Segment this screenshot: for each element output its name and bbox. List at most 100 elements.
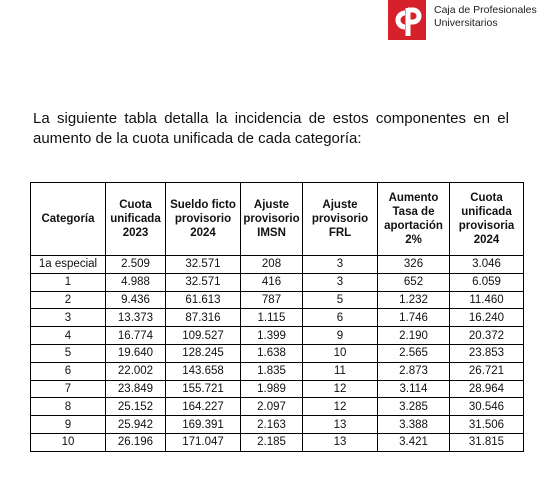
table-cell: 10 (302, 343, 378, 363)
table-cell: 9 (30, 415, 106, 434)
table-cell: 30.546 (449, 397, 524, 417)
table-cell: 61.613 (165, 290, 241, 310)
column-header: Cuota unificada 2023 (105, 182, 166, 256)
intro-text: La siguiente tabla detalla la incidencia… (33, 110, 509, 147)
column-header: Categoría (30, 182, 106, 256)
table-cell: 23.849 (105, 379, 166, 399)
table-cell: 3.114 (377, 379, 450, 399)
table-cell: 5 (30, 343, 106, 363)
table-cell: 787 (240, 290, 303, 310)
header-line: Aumento (388, 192, 439, 204)
brand-line: Universitarios (434, 17, 498, 29)
brand-line: Caja de Profesionales (434, 4, 537, 16)
table-row: 4 16.774 109.527 1.399 9 2.190 20.372 (30, 326, 524, 345)
table-cell: 164.227 (165, 397, 241, 417)
table-cell: 11.460 (449, 290, 524, 310)
table-cell: 11 (302, 361, 378, 381)
table-cell: 28.964 (449, 379, 524, 399)
table-cell: 1.835 (240, 361, 303, 381)
table-cell: 1.232 (377, 290, 450, 310)
table-cell: 3 (30, 308, 106, 328)
table-cell: 5 (302, 290, 378, 310)
table-row: 5 19.640 128.245 1.638 10 2.565 23.853 (30, 343, 524, 363)
column-header: Cuota unificada provisoria 2024 (449, 182, 524, 256)
table-cell: 9 (302, 326, 378, 345)
header-line: provisorio (311, 213, 369, 225)
column-header: Ajuste provisorio IMSN (240, 182, 303, 256)
header-line: provisoria (458, 220, 515, 232)
table-cell: 2.185 (240, 432, 303, 452)
table-cell: 128.245 (165, 343, 241, 363)
table-row: 9 25.942 169.391 2.163 13 3.388 31.506 (30, 415, 524, 434)
table-cell: 9.436 (105, 290, 166, 310)
table-body: 1a especial 2.509 32.571 208 3 326 3.046 1 4.988… (30, 255, 524, 452)
table-cell: 31.815 (449, 432, 524, 452)
header-line: provisorio (243, 213, 300, 225)
table-row: 7 23.849 155.721 1.989 12 3.114 28.964 (30, 379, 524, 399)
table-cell: 3 (302, 255, 378, 274)
table-cell: 2.509 (105, 255, 166, 274)
column-header: Sueldo ficto provisorio 2024 (165, 182, 241, 256)
table-row: 1a especial 2.509 32.571 208 3 326 3.046 (30, 255, 524, 274)
table-cell: 7 (30, 379, 106, 399)
header-line: provisorio (174, 213, 232, 225)
table-row: 8 25.152 164.227 2.097 12 3.285 30.546 (30, 397, 524, 417)
table-cell: 32.571 (165, 272, 241, 292)
header-line: 2023 (122, 227, 149, 239)
table-cell: 31.506 (449, 415, 524, 434)
table-cell: 652 (377, 272, 450, 292)
table-cell: 3 (302, 272, 378, 292)
table: Categoría Cuota unificada 2023 Sueldo ficto p… (30, 182, 524, 452)
header-line: Cuota (119, 199, 152, 211)
header-line: Ajuste (253, 199, 290, 211)
table-cell: 2 (30, 290, 106, 310)
table-cell: 6.059 (449, 272, 524, 292)
table-cell: 22.002 (105, 361, 166, 381)
header-line: 2% (405, 234, 422, 246)
table-cell: 10 (30, 432, 106, 452)
table-cell: 13 (302, 432, 378, 452)
table-row: 3 13.373 87.316 1.115 6 1.746 16.240 (30, 308, 524, 328)
table-cell: 16.774 (105, 326, 166, 345)
table-cell: 3.388 (377, 415, 450, 434)
table-cell: 19.640 (105, 343, 166, 363)
table-cell: 25.152 (105, 397, 166, 417)
header-line: Tasa de (392, 206, 435, 218)
header-line: Sueldo ficto (170, 199, 236, 211)
header-row: Categoría Cuota unificada 2023 Sueldo ficto p… (30, 182, 524, 256)
table-cell: 26.721 (449, 361, 524, 381)
header-line: 2024 (473, 234, 500, 246)
table-cell: 12 (302, 379, 378, 399)
header-line: unificada (110, 213, 161, 225)
table-cell: 1a especial (30, 255, 106, 274)
header-line: Categoría (41, 213, 95, 225)
header-line: unificada (461, 206, 512, 218)
table-cell: 143.658 (165, 361, 241, 381)
table-cell: 3.046 (449, 255, 524, 274)
table-cell: 1.115 (240, 308, 303, 328)
table-cell: 169.391 (165, 415, 241, 434)
table-cell: 1.399 (240, 326, 303, 345)
header-line: 2024 (190, 227, 216, 239)
table-cell: 3.285 (377, 397, 450, 417)
table-cell: 6 (302, 308, 378, 328)
table-cell: 25.942 (105, 415, 166, 434)
table-cell: 2.190 (377, 326, 450, 345)
table-cell: 155.721 (165, 379, 241, 399)
header-line: IMSN (257, 227, 286, 239)
header-line: aportación (384, 220, 443, 232)
table-cell: 2.163 (240, 415, 303, 434)
table-cell: 1 (30, 272, 106, 292)
table-cell: 8 (30, 397, 106, 417)
table-cell: 171.047 (165, 432, 241, 452)
table-cell: 1.746 (377, 308, 450, 328)
table-cell: 23.853 (449, 343, 524, 363)
table-cell: 32.571 (165, 255, 241, 274)
table-cell: 2.565 (377, 343, 450, 363)
table-cell: 2.873 (377, 361, 450, 381)
header-line: Ajuste (322, 199, 358, 211)
table-cell: 4 (30, 326, 106, 345)
table-row: 2 9.436 61.613 787 5 1.232 11.460 (30, 290, 524, 310)
table-cell: 4.988 (105, 272, 166, 292)
